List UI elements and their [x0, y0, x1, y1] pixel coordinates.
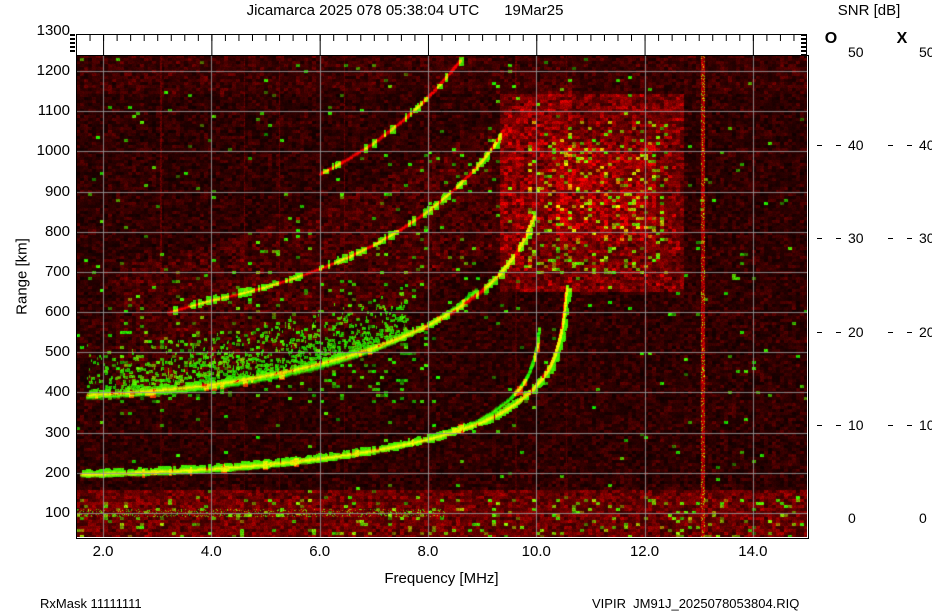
y-tick-label: 300 [44, 423, 70, 441]
colorbar-x-mode-label: X [896, 30, 908, 47]
colorbar-tick-label: 50 [919, 44, 932, 60]
y-tick-label: 500 [44, 343, 70, 361]
colorbar-tick-mark [907, 332, 912, 333]
ionogram-canvas[interactable] [76, 55, 807, 537]
colorbar-tick-mark [817, 425, 822, 426]
colorbar-tick-mark [817, 332, 822, 333]
y-tick-label: 600 [44, 303, 70, 321]
x-tick-label: 4.0 [200, 543, 222, 560]
colorbar-tick-label: 10 [919, 416, 932, 433]
y-axis-ticks: 100 200 300 400 500 600 700 800 900 1000 1100 1200 1… [0, 0, 70, 614]
colorbar-tick-mark [817, 238, 822, 239]
x-tick-label: 10.0 [521, 543, 551, 560]
y-tick-label: 700 [44, 262, 70, 280]
page-title: Jicamarca 2025 078 05:38:04 UTC 19Mar25 [246, 2, 564, 19]
colorbar-tick-label: 20 [848, 323, 864, 340]
footer-filename: VIPIR JM91J_2025078053804.RIQ [592, 596, 800, 611]
colorbar-tick-mark [888, 238, 893, 239]
x-tick-label: 12.0 [629, 543, 660, 560]
x-tick-label: 6.0 [309, 543, 331, 560]
colorbar-tick-mark [888, 425, 893, 426]
colorbar-tick-mark [836, 425, 841, 426]
colorbar-tick-label: 40 [848, 137, 864, 154]
colorbar-tick-mark [888, 145, 893, 146]
y-tick-label: 900 [44, 182, 70, 200]
colorbar-tick-label: 10 [848, 416, 864, 433]
colorbar-tick-label: 30 [848, 230, 864, 247]
colorbar-tick-mark [907, 425, 912, 426]
x-axis-label: Frequency [MHz] [384, 570, 499, 587]
colorbar-tick-mark [907, 145, 912, 146]
colorbar-tick-mark [888, 332, 893, 333]
colorbar-title: SNR [dB] [837, 2, 901, 19]
left-dash-edge [70, 34, 75, 52]
top-axis-tick-strip [76, 34, 807, 55]
colorbar-tick-label: 30 [919, 230, 932, 247]
x-tick-label: 2.0 [92, 543, 114, 560]
ionogram-plot-area[interactable] [76, 55, 807, 537]
y-tick-label: 100 [44, 503, 70, 521]
x-tick-label: 14.0 [738, 543, 768, 560]
y-tick-label: 800 [44, 222, 70, 240]
colorbar-tick-label: 0 [848, 510, 856, 526]
x-tick-label: 8.0 [417, 543, 439, 560]
y-tick-label: 1100 [37, 102, 70, 120]
colorbar-tick-label: 0 [919, 510, 927, 526]
colorbar-tick-label: 40 [919, 137, 932, 154]
y-tick-label: 1300 [36, 21, 70, 39]
y-tick-label: 1200 [36, 62, 70, 80]
colorbar-o-mode-label: O [824, 30, 838, 47]
colorbar-tick-label: 20 [919, 323, 932, 340]
colorbar-tick-mark [817, 145, 822, 146]
footer-rxmask: RxMask 11111111 [40, 596, 142, 611]
colorbar-tick-mark [836, 238, 841, 239]
colorbar-tick-label: 50 [848, 44, 864, 60]
colorbar-tick-mark [907, 238, 912, 239]
colorbar-tick-mark [836, 145, 841, 146]
y-tick-label: 1000 [36, 142, 70, 160]
colorbar-tick-mark [836, 332, 841, 333]
y-tick-label: 400 [44, 383, 70, 401]
y-tick-label: 200 [44, 463, 70, 481]
